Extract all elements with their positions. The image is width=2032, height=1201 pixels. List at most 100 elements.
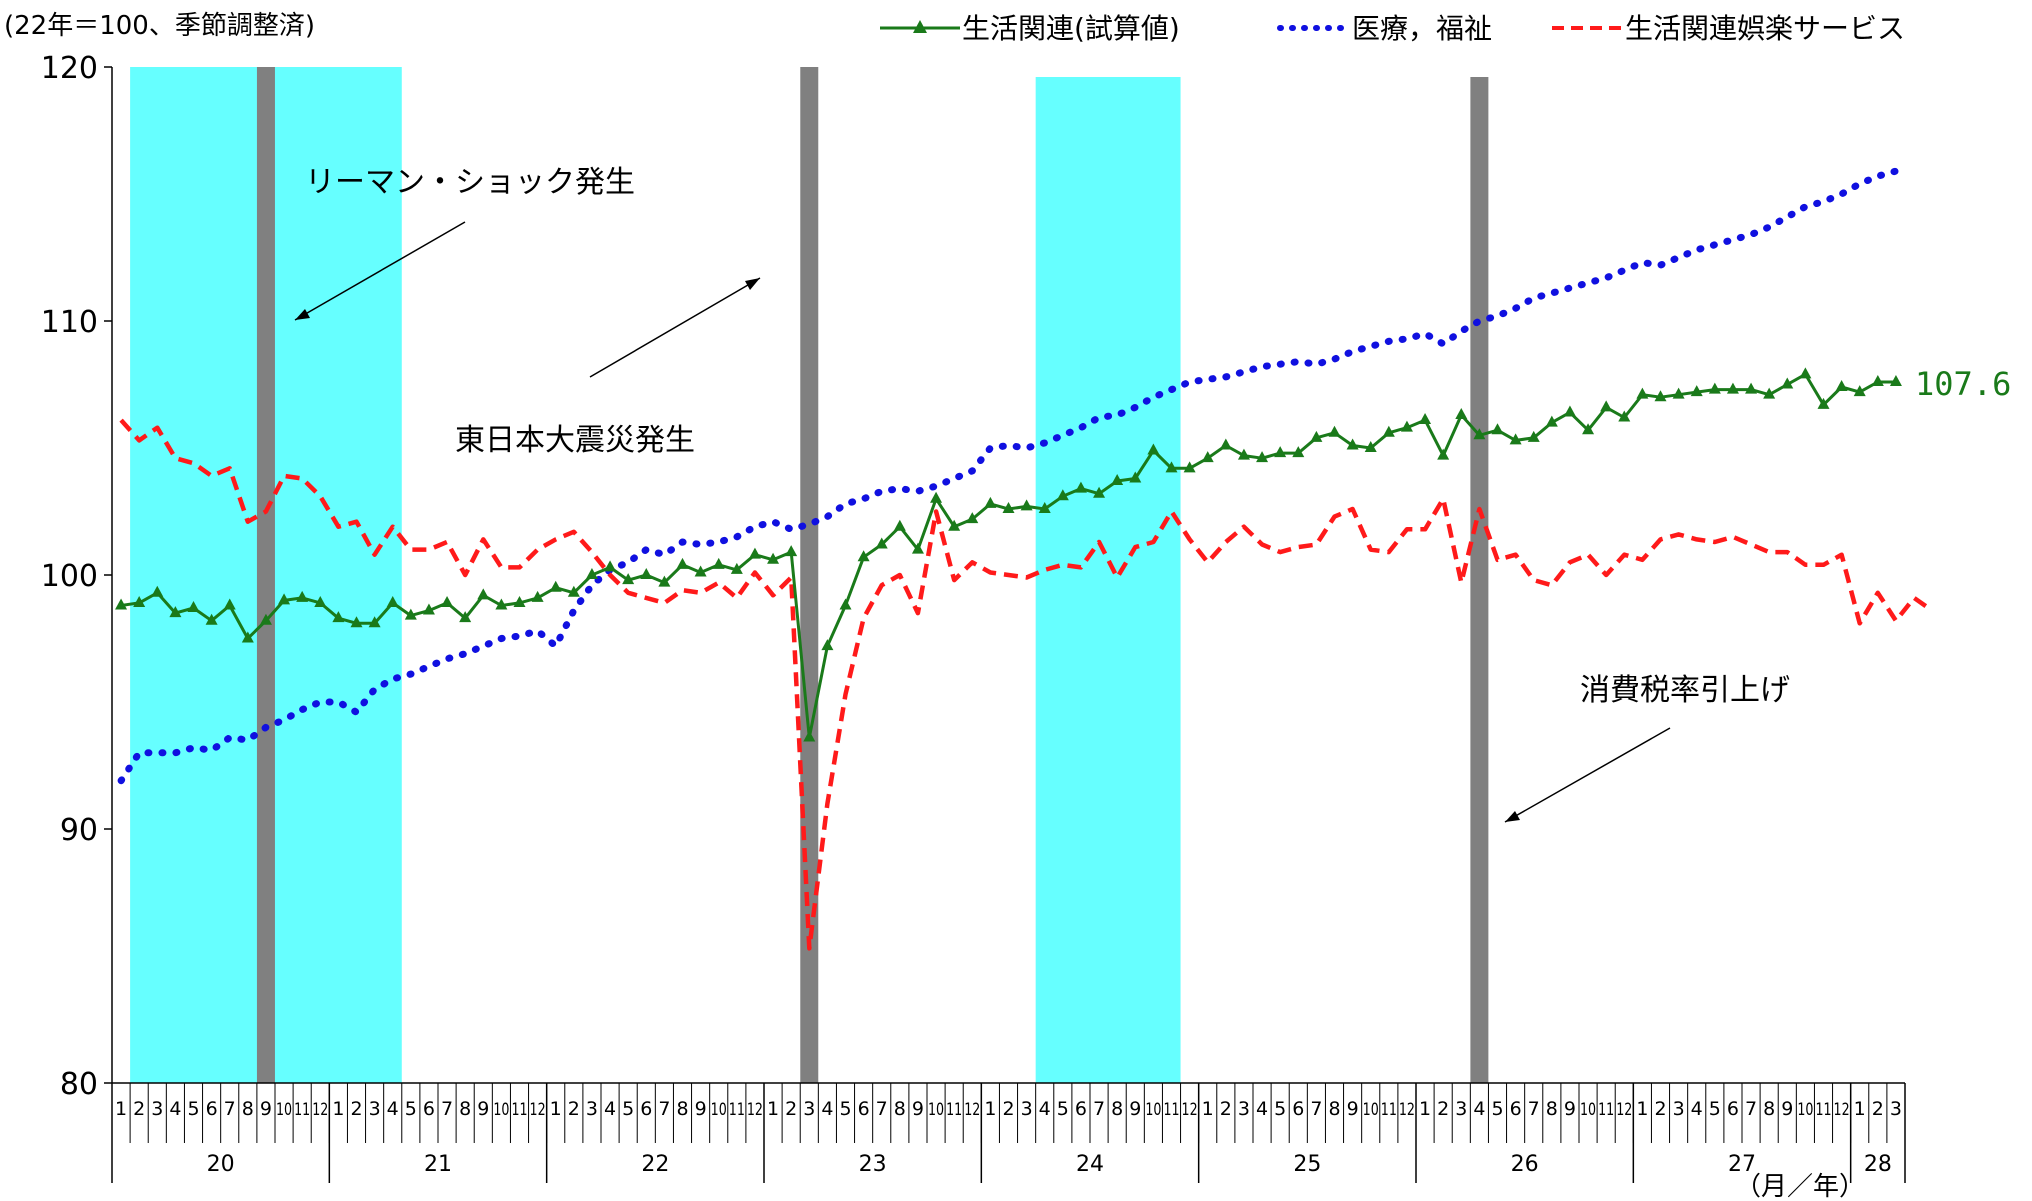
series-0-point	[133, 595, 146, 607]
series-0-point	[1074, 481, 1087, 493]
series-0-point	[1256, 451, 1269, 463]
series-0-point	[930, 491, 943, 503]
x-month-label: 5	[1709, 1098, 1721, 1120]
x-month-label: 5	[187, 1098, 199, 1120]
x-month-label: 5	[405, 1098, 417, 1120]
annotation-lehman: リーマン・ショック発生	[305, 165, 635, 200]
event-bar-2	[1470, 77, 1489, 1083]
series-0-point	[350, 616, 363, 628]
x-month-label: 8	[1763, 1098, 1775, 1120]
x-year-label: 28	[1864, 1152, 1892, 1177]
x-month-label: 11	[1381, 1100, 1397, 1120]
x-month-label: 3	[1890, 1098, 1902, 1120]
series-0-point	[1237, 448, 1250, 460]
legend-label-series-1: 医療，福祉	[1352, 12, 1492, 45]
series-0-point	[1781, 377, 1794, 389]
series-0-point	[386, 595, 399, 607]
series-0-point	[857, 550, 870, 562]
y-tick-label: 100	[41, 559, 98, 594]
series-0-point	[1201, 451, 1214, 463]
series-0-point	[1111, 474, 1124, 486]
x-month-label: 12	[1616, 1100, 1632, 1120]
series-0-point	[604, 560, 617, 572]
series-0-point	[1726, 382, 1739, 394]
x-month-label: 9	[1347, 1098, 1359, 1120]
x-month-label: 12	[312, 1100, 328, 1120]
x-month-label: 1	[1202, 1098, 1214, 1120]
series-0-point	[1889, 374, 1902, 386]
series-0-point	[151, 585, 164, 597]
x-year-label: 22	[641, 1152, 669, 1177]
series-0-point	[730, 562, 743, 574]
x-month-label: 12	[964, 1100, 980, 1120]
series-0-point	[531, 590, 544, 602]
series-0-point	[1527, 430, 1540, 442]
x-month-label: 10	[276, 1100, 292, 1120]
x-month-label: 7	[1310, 1098, 1322, 1120]
x-month-label: 2	[1002, 1098, 1014, 1120]
recession-shading	[130, 67, 1181, 1083]
x-month-label: 1	[1854, 1098, 1866, 1120]
series-0-point	[205, 613, 218, 625]
x-month-label: 1	[1419, 1098, 1431, 1120]
x-month-label: 6	[206, 1098, 218, 1120]
x-month-label: 11	[729, 1100, 745, 1120]
x-month-label: 8	[1546, 1098, 1558, 1120]
x-month-label: 2	[1872, 1098, 1884, 1120]
x-year-label: 25	[1293, 1152, 1321, 1177]
series-0-point	[911, 542, 924, 554]
y-tick-label: 120	[41, 51, 98, 86]
x-month-label: 3	[586, 1098, 598, 1120]
series-0-point	[278, 593, 291, 605]
series-0-point	[1654, 390, 1667, 402]
x-month-label: 2	[1437, 1098, 1449, 1120]
legend-label-series-0: 生活関連(試算値)	[962, 12, 1180, 45]
last-value-label: 107.6	[1915, 365, 2011, 403]
x-month-label: 3	[369, 1098, 381, 1120]
event-bar-0	[256, 67, 275, 1083]
series-0-point	[1364, 441, 1377, 452]
x-month-label: 11	[946, 1100, 962, 1120]
x-month-label: 8	[676, 1098, 688, 1120]
x-month-label: 6	[423, 1098, 435, 1120]
x-month-label: 12	[1399, 1100, 1415, 1120]
x-month-label: 4	[169, 1098, 181, 1120]
x-month-label: 11	[511, 1100, 527, 1120]
series-0-point	[1165, 461, 1178, 473]
series-0-point	[1545, 415, 1558, 427]
x-month-label: 12	[530, 1100, 546, 1120]
series-0-point	[459, 611, 472, 623]
x-month-label: 1	[984, 1098, 996, 1120]
series-0-point	[748, 547, 761, 559]
x-month-label: 7	[1093, 1098, 1105, 1120]
series-0-point	[622, 573, 635, 585]
series-0-point	[404, 608, 417, 620]
series-0-point	[585, 568, 598, 579]
series-0-point	[1093, 486, 1106, 498]
x-month-label: 5	[622, 1098, 634, 1120]
series-0-point	[441, 595, 454, 607]
series-0-point	[549, 580, 562, 592]
x-month-label: 3	[803, 1098, 815, 1120]
x-month-label: 2	[568, 1098, 580, 1120]
series-0-point	[767, 552, 780, 564]
x-month-label: 2	[1654, 1098, 1666, 1120]
x-month-label: 3	[1238, 1098, 1250, 1120]
arrow-earthquake	[589, 277, 761, 378]
x-month-label: 9	[477, 1098, 489, 1120]
x-month-label: 12	[747, 1100, 763, 1120]
x-month-label: 8	[242, 1098, 254, 1120]
series-0-point	[1219, 438, 1232, 450]
x-month-label: 12	[1834, 1100, 1850, 1120]
x-month-label: 12	[1182, 1100, 1198, 1120]
series-0-point	[676, 557, 689, 569]
x-year-label: 27	[1728, 1152, 1756, 1177]
x-month-label: 2	[133, 1098, 145, 1120]
y-tick-label: 110	[41, 305, 98, 340]
x-month-label: 10	[493, 1100, 509, 1120]
series-0-point	[1038, 501, 1051, 513]
x-month-label: 7	[658, 1098, 670, 1120]
series-0-point	[1582, 423, 1595, 435]
x-month-label: 9	[1781, 1098, 1793, 1120]
unit-note: (22年＝100、季節調整済)	[4, 11, 315, 41]
